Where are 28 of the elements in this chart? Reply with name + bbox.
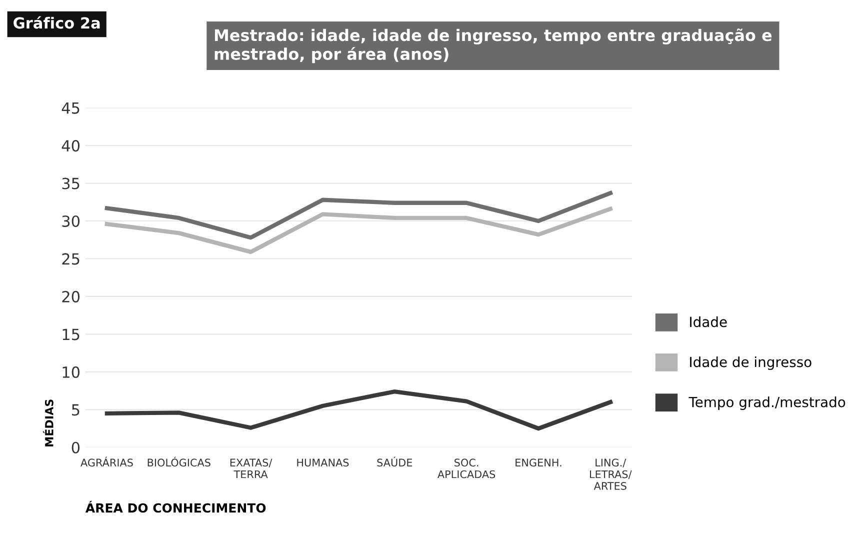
line-series bbox=[104, 206, 612, 254]
legend-label: Idade de ingresso bbox=[690, 356, 812, 370]
y-tick-label: 45 bbox=[62, 102, 80, 114]
text: Gráfico 2a bbox=[14, 16, 100, 29]
y-tick-label: 40 bbox=[62, 140, 80, 152]
line-series bbox=[104, 389, 612, 431]
x-tick-label: LING./ LETRAS/ ARTES bbox=[590, 458, 632, 490]
y-tick-label: 35 bbox=[62, 178, 80, 190]
x-tick-label: AGRÁRIAS bbox=[80, 456, 133, 467]
y-tick-label: 5 bbox=[72, 404, 80, 416]
legend-label: Idade bbox=[690, 316, 727, 328]
x-tick-label: SAÚDE bbox=[377, 456, 412, 467]
x-tick-label: ENGENH. bbox=[516, 458, 562, 467]
y-tick-label: 0 bbox=[72, 442, 80, 454]
legend-label: Tempo grad./mestrado bbox=[688, 396, 846, 410]
chart-title: Mestrado: idade, idade de ingresso, tempo entre graduação e mestrado, por área (anos) bbox=[214, 28, 772, 64]
x-axis-title: ÁREA DO CONHECIMENTO bbox=[85, 500, 266, 513]
line-series bbox=[104, 190, 612, 240]
y-tick-label: 20 bbox=[62, 290, 80, 302]
x-tick-label: HUMANAS bbox=[297, 458, 349, 467]
y-tick-label: 15 bbox=[62, 328, 80, 340]
y-tick-label: 30 bbox=[62, 215, 80, 228]
x-tick-label: SOC. APLICADAS bbox=[438, 458, 496, 478]
y-tick-label: 10 bbox=[62, 366, 80, 378]
y-axis-title: MÉDIAS bbox=[42, 400, 54, 446]
y-tick-label: 25 bbox=[62, 253, 80, 265]
x-tick-label: EXATAS/ TERRA bbox=[230, 458, 272, 478]
x-tick-label: BIOLÓGICAS bbox=[148, 456, 210, 467]
